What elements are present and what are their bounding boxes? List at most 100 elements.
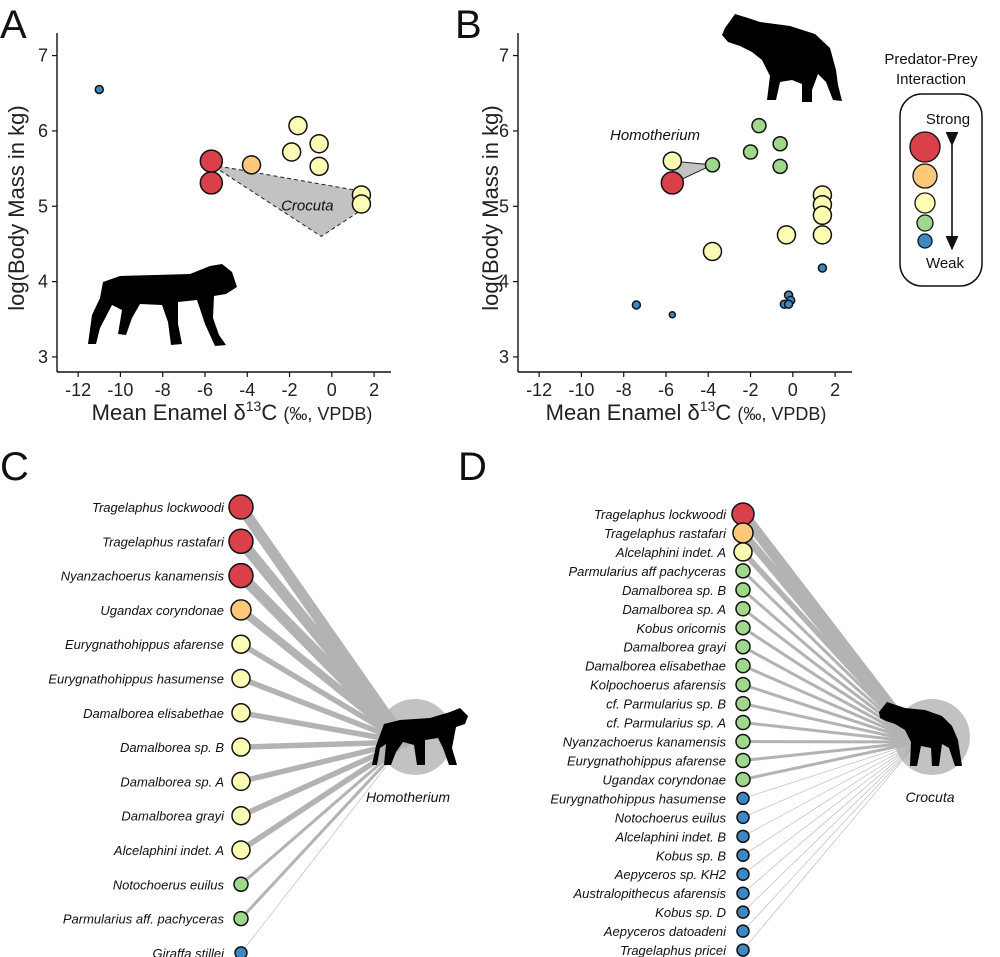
prey-node (735, 582, 751, 598)
prey-node (735, 563, 751, 579)
prey-label: Kobus sp. B (656, 848, 726, 863)
prey-label: Parmularius aff. pachyceras (63, 912, 225, 927)
crocuta-prey-nodes (731, 502, 755, 957)
prey-label: Eurygnathohippus afarense (567, 753, 726, 768)
prey-node (736, 943, 750, 957)
prey-label: Damalborea sp. B (120, 740, 224, 755)
x-tick-label: -10 (107, 380, 133, 400)
crocuta-node-label: Crocuta (905, 789, 954, 805)
prey-label: Eurygnathohippus hasumense (48, 672, 224, 687)
prey-node (736, 886, 750, 900)
x-tick-label: -12 (65, 380, 91, 400)
prey-node (231, 703, 251, 723)
y-tick-label: 4 (499, 272, 509, 292)
panel-letter-d: D (458, 445, 487, 489)
legend-weak-label: Weak (926, 255, 965, 272)
prey-label: Alcelaphini indet. B (614, 829, 726, 844)
prey-label: Tragelaphus rastafari (102, 534, 225, 549)
crocuta-prey-labels: Tragelaphus lockwoodi Tragelaphus rastafa… (550, 507, 727, 957)
prey-node (233, 876, 249, 893)
prey-node (732, 522, 754, 544)
prey-node (234, 946, 248, 957)
legend-dot-strong (909, 131, 941, 163)
prey-label: Parmularius aff pachyceras (568, 564, 726, 579)
prey-node (231, 634, 251, 654)
interaction-edge (742, 741, 919, 875)
data-point (199, 171, 224, 195)
prey-label: Kobus sp. D (655, 905, 726, 920)
x-tick-label: -10 (568, 380, 594, 400)
data-point (199, 149, 224, 173)
panel-c-network: Tragelaphus lockwoodi Tragelaphus rastafa… (48, 494, 468, 957)
prey-node (231, 840, 251, 860)
interaction-edge (741, 664, 920, 744)
x-tick-label: 0 (788, 380, 798, 400)
prey-node (228, 494, 254, 520)
x-tick-label: -12 (526, 380, 552, 400)
legend-strong-label: Strong (926, 111, 970, 128)
prey-label: Nyanzachoerus kanamensis (61, 569, 225, 584)
prey-label: Damalborea sp. A (120, 774, 224, 789)
panel-letter-a: A (0, 3, 27, 47)
panel-b-y-axis-label: log(Body Mass in kg) (478, 105, 503, 310)
prey-node (228, 562, 254, 589)
prey-node (735, 638, 751, 655)
data-point (702, 241, 723, 262)
prey-node (736, 791, 750, 806)
interaction-edge (741, 740, 920, 781)
x-tick-label: -6 (658, 380, 674, 400)
prey-node (735, 695, 751, 712)
interaction-edge (741, 683, 920, 744)
data-point (772, 158, 788, 175)
x-tick-label: 0 (327, 380, 337, 400)
data-point (241, 155, 262, 175)
legend-dot-medium (914, 192, 936, 214)
homotherium-node-label: Homotherium (366, 789, 450, 805)
prey-node (735, 771, 751, 788)
interaction-edge (239, 740, 407, 886)
legend-title-line1: Predator-Prey (884, 51, 978, 68)
prey-node (735, 657, 751, 674)
prey-node (736, 905, 750, 919)
prey-label: Alcelaphini indet. A (113, 843, 224, 858)
prey-label: Tragelaphus lockwoodi (92, 500, 225, 515)
panel-a-points (94, 84, 372, 214)
legend-dots (909, 131, 941, 249)
x-tick-label: -8 (155, 380, 171, 400)
prey-label: Damalborea sp. A (622, 602, 726, 617)
homotherium-silhouette (88, 264, 237, 346)
crocuta-hull-label: Crocuta (281, 197, 334, 214)
prey-label: Alcelaphini indet. A (615, 545, 726, 560)
x-tick-label: -8 (616, 380, 632, 400)
y-tick-label: 4 (38, 272, 48, 292)
crocuta-edges (737, 508, 924, 951)
prey-label: Tragelaphus lockwoodi (594, 507, 727, 522)
x-tick-label: 2 (369, 380, 379, 400)
homotherium-prey-labels: Tragelaphus lockwoodi Tragelaphus rastafa… (48, 500, 225, 957)
prey-node (735, 620, 751, 636)
legend: Predator-Prey Interaction Strong Weak (884, 51, 983, 287)
interaction-edge (742, 741, 919, 799)
prey-label: Ugandax coryndonae (100, 603, 224, 618)
data-point (817, 263, 828, 273)
prey-label: Kobus oricornis (636, 621, 726, 636)
prey-label: Damalborea sp. B (622, 583, 726, 598)
interaction-edge (741, 721, 920, 744)
y-tick-label: 3 (38, 347, 48, 367)
data-point (662, 151, 683, 171)
panel-letter-b: B (455, 3, 482, 47)
panel-letter-c: C (0, 445, 29, 489)
prey-label: Australopithecus afarensis (573, 886, 727, 901)
prey-label: cf. Parmularius sp. A (607, 716, 726, 731)
y-tick-label: 5 (38, 196, 48, 216)
interaction-edge (742, 741, 919, 837)
y-tick-label: 3 (499, 347, 509, 367)
interaction-edge (235, 570, 411, 748)
legend-title-line2: Interaction (896, 71, 966, 88)
homotherium-hull-label: Homotherium (610, 127, 700, 144)
prey-node (736, 848, 750, 863)
prey-label: Damalborea elisabethae (585, 659, 726, 674)
data-point (812, 225, 833, 245)
prey-node (231, 737, 251, 757)
data-point (772, 135, 788, 152)
